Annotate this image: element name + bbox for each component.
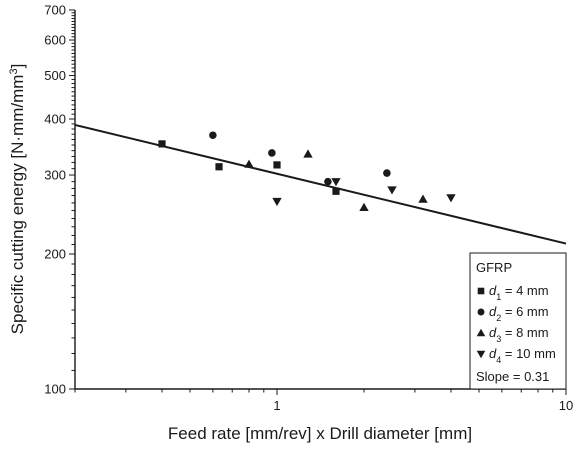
legend-box — [469, 252, 567, 390]
legend-marker-d1 — [477, 287, 485, 295]
legend-label-subscript: 4 — [496, 355, 501, 365]
data-point-d4 — [387, 186, 397, 195]
data-point-d2 — [209, 131, 217, 140]
legend-label-value: = 10 mm — [501, 346, 556, 361]
y-tick-label: 300 — [44, 168, 66, 183]
legend-marker-d3 — [476, 328, 486, 337]
data-point-d4 — [272, 197, 282, 207]
data-point-d3 — [303, 149, 313, 158]
fit-line-layer — [74, 123, 567, 245]
legend-label-subscript: 3 — [496, 334, 501, 344]
data-point-d4 — [446, 194, 456, 203]
legend-label-variable: d — [489, 325, 497, 340]
legend-title: GFRP — [476, 260, 512, 275]
legend-label-value: = 8 mm — [501, 325, 548, 340]
legend-label-value: = 6 mm — [501, 304, 548, 319]
y-tick-label: 600 — [44, 33, 66, 48]
data-point-d1 — [158, 140, 166, 148]
data-point-d2 — [383, 169, 391, 177]
legend-label-value: = 4 mm — [501, 283, 548, 298]
fit-line — [74, 123, 567, 245]
legend-label-variable: d — [489, 346, 497, 361]
data-points — [158, 131, 456, 211]
legend-marker-d2 — [477, 308, 485, 316]
data-point-d3 — [244, 159, 254, 168]
legend-label-subscript: 1 — [496, 292, 501, 302]
y-axis-title: Specific cutting energy [N·mm/mm3] — [8, 64, 27, 335]
y-axis-title-end: ] — [8, 64, 27, 69]
data-point-d1 — [332, 187, 340, 195]
legend-slope: Slope = 0.31 — [476, 369, 549, 384]
x-ticks: 1 10 — [74, 389, 573, 413]
data-point-d3 — [359, 202, 369, 211]
y-tick-label: 100 — [44, 382, 66, 397]
y-tick-label: 200 — [44, 246, 66, 261]
legend-label-d1: d1 = 4 mm — [489, 283, 549, 302]
data-point-d1 — [215, 163, 223, 171]
y-ticks: 100 200 300 400 500 600 700 — [44, 3, 75, 397]
data-point-d2 — [268, 149, 276, 157]
y-axis-title-main: Specific cutting energy [N·mm/mm — [8, 75, 27, 335]
data-point-d4 — [331, 178, 341, 187]
data-point-d3 — [418, 194, 428, 203]
legend-label-d2: d2 = 6 mm — [489, 304, 549, 323]
y-tick-label: 500 — [44, 68, 66, 83]
x-axis-title: Feed rate [mm/rev] x Drill diameter [mm] — [168, 424, 472, 443]
legend-label-variable: d — [489, 283, 497, 298]
y-axis-title-exponent: 3 — [8, 68, 20, 74]
legend-label-d4: d4 = 10 mm — [489, 346, 556, 365]
legend-marker-d4 — [476, 350, 486, 359]
y-tick-label: 400 — [44, 111, 66, 126]
y-tick-label: 700 — [44, 3, 66, 18]
legend-label-subscript: 2 — [496, 313, 501, 323]
legend-label-d3: d3 = 8 mm — [489, 325, 549, 344]
x-tick-label: 1 — [273, 398, 280, 413]
x-tick-label: 10 — [559, 398, 573, 413]
data-point-d2 — [324, 177, 332, 186]
legend-label-variable: d — [489, 304, 497, 319]
data-point-d1 — [273, 161, 281, 169]
